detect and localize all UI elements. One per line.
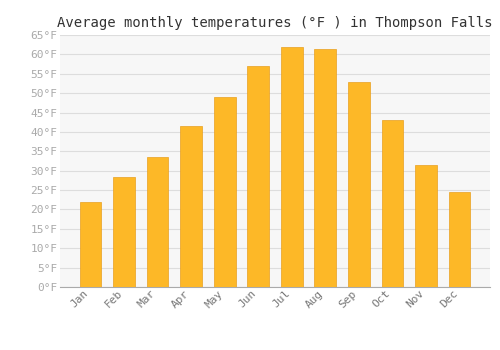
Bar	[348, 82, 370, 287]
Bar	[146, 157, 169, 287]
Bar	[180, 126, 202, 287]
Bar	[448, 192, 470, 287]
Bar	[80, 202, 102, 287]
Bar	[214, 97, 236, 287]
Title: Average monthly temperatures (°F ) in Thompson Falls: Average monthly temperatures (°F ) in Th…	[57, 16, 493, 30]
Bar	[248, 66, 269, 287]
Bar	[281, 47, 302, 287]
Bar	[382, 120, 404, 287]
Bar	[113, 176, 135, 287]
Bar	[415, 165, 437, 287]
Bar	[314, 49, 336, 287]
